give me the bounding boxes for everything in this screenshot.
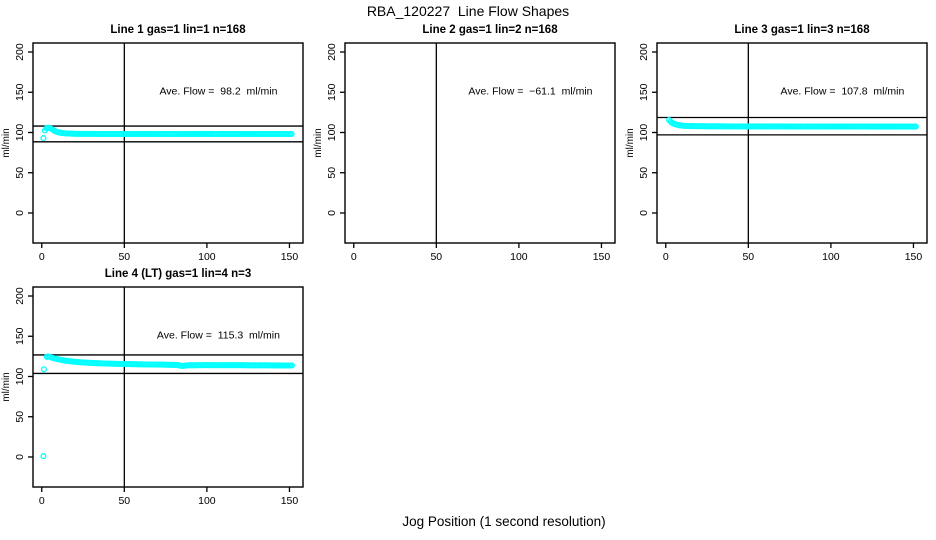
y-tick-label: 150 [14,83,26,101]
subplot-line-3-title: Line 3 gas=1 lin=3 n=168 [734,24,870,36]
y-tick-label: 200 [14,43,26,61]
x-tick-label: 0 [39,495,45,507]
ave-flow-annotation: Ave. Flow = 107.8 ml/min [781,86,905,98]
subplot-line-2-title: Line 2 gas=1 lin=2 n=168 [422,24,558,36]
y-tick-label: 150 [638,83,650,101]
x-tick-label: 150 [593,251,611,263]
y-tick-label: 0 [14,454,26,460]
y-tick-label: 0 [14,210,26,216]
x-tick-label: 150 [281,495,299,507]
x-tick-label: 150 [905,251,923,263]
y-tick-label: 100 [14,368,26,386]
x-tick-label: 50 [118,495,130,507]
y-tick-label: 50 [14,167,26,179]
y-axis-unit-label: ml/min [313,128,324,157]
subplot-line-3-svg: 0 50 100 150 0 50 100 150 200 ml/min Ave. Flow = 1… [625,42,928,263]
ave-flow-annotation: Ave. Flow = 98.2 ml/min [159,86,277,98]
y-tick-label: 50 [638,167,650,179]
y-tick-label: 0 [638,210,650,216]
x-tick-label: 100 [198,495,216,507]
subplot-line-4-svg: 0 50 100 150 0 50 100 150 200 ml/min Ave. Flow = 1… [1,286,304,507]
subplot-line-2: 0 50 100 150 0 50 100 150 200 ml/min Ave. Flow = −… [312,22,624,272]
y-tick-label: 50 [14,411,26,423]
x-tick-label: 150 [281,251,299,263]
plot-frame [32,42,304,244]
plot-frame [344,42,616,244]
x-tick-label: 0 [351,251,357,263]
x-tick-label: 0 [663,251,669,263]
y-tick-label: 200 [326,43,338,61]
ave-flow-annotation: Ave. Flow = 115.3 ml/min [157,330,280,342]
y-tick-label: 100 [638,124,650,142]
y-axis-unit-label: ml/min [625,128,636,157]
ave-flow-annotation: Ave. Flow = −61.1 ml/min [468,86,592,98]
subplot-line-1: 0 50 100 150 0 50 100 150 200 ml/min Ave. Flow = 9… [0,22,312,272]
data-point [40,366,47,373]
x-tick-label: 0 [39,251,45,263]
x-tick-label: 100 [510,251,528,263]
subplot-line-1-title: Line 1 gas=1 lin=1 n=168 [110,24,246,36]
figure-title: RBA_120227 Line Flow Shapes [366,3,570,19]
x-tick-label: 100 [198,251,216,263]
data-point [912,123,919,130]
y-tick-label: 200 [14,287,26,305]
x-axis-label: Jog Position (1 second resolution) [402,514,606,529]
x-tick-label: 50 [118,251,130,263]
subplot-line-1-svg: 0 50 100 150 0 50 100 150 200 ml/min Ave. Flow = 9… [1,42,304,263]
plot-frame [32,286,304,488]
y-tick-label: 100 [326,124,338,142]
y-tick-label: 150 [14,327,26,345]
y-tick-label: 150 [326,83,338,101]
data-point [40,135,47,142]
data-point [288,362,295,369]
plot-frame [656,42,928,244]
data-point [40,453,47,460]
data-point [288,130,295,138]
x-tick-label: 50 [430,251,442,263]
y-axis-unit-label: ml/min [1,128,12,157]
y-tick-label: 100 [14,124,26,142]
y-tick-label: 0 [326,210,338,216]
subplot-line-3: 0 50 100 150 0 50 100 150 200 ml/min Ave. Flow = 1… [624,22,936,272]
subplot-line-4-title: Line 4 (LT) gas=1 lin=4 n=3 [104,268,252,280]
subplot-line-2-svg: 0 50 100 150 0 50 100 150 200 ml/min Ave. Flow = −… [313,42,616,263]
y-tick-label: 50 [326,167,338,179]
x-tick-label: 50 [742,251,754,263]
y-axis-unit-label: ml/min [1,372,12,401]
y-tick-label: 200 [638,43,650,61]
subplot-line-4: 0 50 100 150 0 50 100 150 200 ml/min Ave. Flow = 1… [0,266,312,516]
x-tick-label: 100 [822,251,840,263]
